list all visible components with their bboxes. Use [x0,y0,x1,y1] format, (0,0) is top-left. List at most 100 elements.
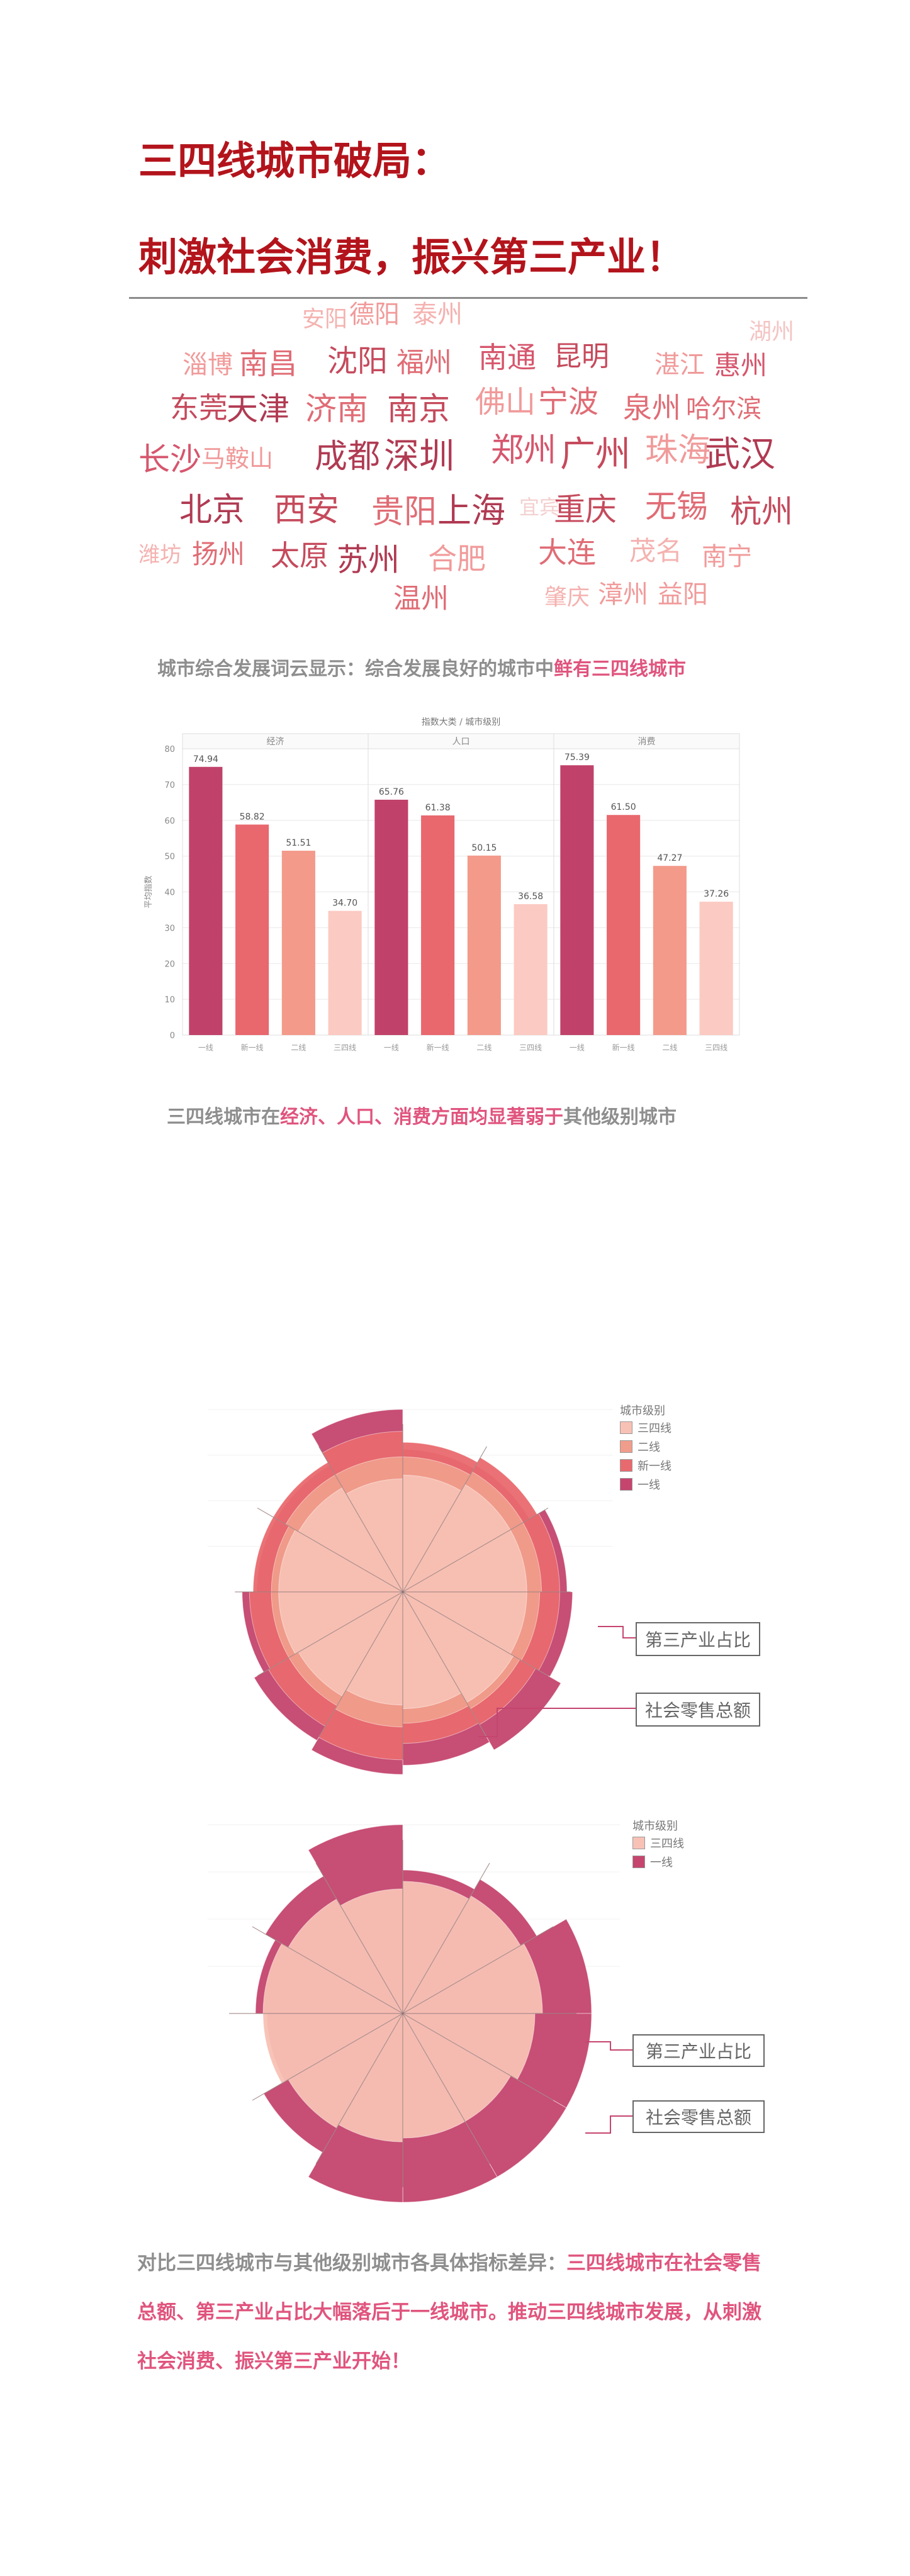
y-axis-label: 平均指数 [144,875,154,908]
word-cloud-word: 泉州 [623,391,681,425]
word-cloud-word: 太原 [271,539,329,573]
x-tick-label: 三四线 [334,1043,356,1052]
y-tick-label: 50 [164,853,175,862]
polar-sector [402,1529,527,1593]
legend-item: 一线 [632,1852,684,1871]
title-divider [129,297,807,299]
bar [607,815,641,1035]
word-cloud-word: 南京 [387,391,450,427]
legend-label: 三四线 [650,1837,684,1851]
word-cloud-word: 天津 [227,391,289,427]
polar-sector [298,1591,404,1697]
annotation-connector [598,1626,636,1638]
legend-item: 二线 [620,1437,671,1456]
legend-swatch [620,1459,632,1472]
polar2-legend-title: 城市级别 [632,1820,678,1833]
bar [421,815,455,1035]
annotation-connector [585,2041,632,2051]
polar-sector [402,1591,514,1703]
word-cloud-word: 沈阳 [327,344,388,379]
bar-value-label: 61.38 [425,803,451,813]
word-cloud-word: 长沙 [138,441,201,478]
x-tick-label: 一线 [570,1043,585,1052]
word-cloud-word: 上海 [437,491,505,530]
y-tick-label: 30 [164,924,175,933]
comparison-caption: 对比三四线城市与其他级别城市各具体指标差异：三四线城市在社会零售总额、第三产业占… [137,2239,773,2386]
x-tick-label: 二线 [662,1043,677,1052]
legend-item: 三四线 [620,1418,671,1437]
bar-value-label: 36.58 [518,892,543,902]
y-tick-label: 60 [164,817,175,826]
polar-spoke [257,1508,403,1593]
polar-sector [402,1895,521,2015]
word-cloud-word: 南通 [478,340,536,374]
panel-header [553,733,740,749]
legend-label: 一线 [638,1479,660,1492]
bar-chart-caption: 三四线城市在经济、人口、消费方面均显著弱于其他级别城市 [167,1101,677,1129]
word-cloud-word: 重庆 [554,491,617,528]
polar-spoke [402,1591,487,1738]
word-cloud-word: 武汉 [705,434,775,475]
legend-label: 三四线 [638,1422,671,1435]
polar-spoke [402,2013,554,2101]
word-cloud-word: 大连 [538,535,596,569]
word-cloud-word: 东莞 [170,391,228,425]
bar-value-label: 37.26 [704,889,729,899]
polar-chart-2 [208,1824,632,2203]
legend-label: 二线 [638,1441,660,1454]
polar-spoke [252,2013,403,2101]
polar2-annotation-retail: 社会零售总额 [632,2100,765,2133]
word-cloud-word: 肇庆 [544,585,590,610]
bar [467,855,501,1035]
word-cloud-word: 安阳 [302,306,348,332]
y-tick-label: 20 [164,960,175,969]
caption3-highlight: 三四线城市在社会零售总额、第三产业占比大幅落后于一线城市。推动三四线城市发展，从… [137,2252,761,2373]
bar-value-label: 65.76 [379,787,404,797]
polar-chart-1 [208,1409,636,1775]
bar-value-label: 75.39 [565,753,590,763]
polar-sector [402,1591,462,1710]
legend-item: 三四线 [632,1834,684,1852]
polar-sector [262,1943,404,2014]
polar-sector [402,2012,512,2122]
word-cloud-word: 惠州 [714,350,768,381]
legend-item: 新一线 [620,1456,671,1475]
legend-swatch [620,1421,632,1434]
word-cloud-word: 郑州 [491,432,557,469]
word-cloud-word: 昆明 [554,340,609,372]
legend-swatch [620,1440,632,1453]
word-cloud-word: 珠海 [645,432,711,469]
bar-value-label: 34.70 [332,899,357,909]
polar-sector [402,1881,469,2015]
word-cloud-word: 广州 [560,434,631,475]
word-cloud-word: 福州 [396,347,452,379]
x-tick-label: 新一线 [427,1043,449,1052]
page-title-line1: 三四线城市破局： [138,138,451,184]
word-cloud-word: 宁波 [538,384,599,420]
word-cloud-word: 杭州 [730,493,793,530]
legend-swatch [632,1856,645,1868]
bar [189,766,223,1035]
polar-sector [402,1474,462,1593]
legend-label: 一线 [650,1856,673,1869]
x-tick-label: 三四线 [519,1043,542,1052]
y-tick-label: 70 [164,781,175,790]
word-cloud-word: 扬州 [192,539,245,569]
word-cloud-word: 苏州 [337,542,400,578]
y-tick-label: 40 [164,888,175,898]
polar-sector [402,1943,543,2014]
caption2-b: 其他级别城市 [563,1106,677,1128]
word-cloud-word: 北京 [179,491,245,529]
legend-swatch [632,1837,645,1849]
polar-sector [402,1591,527,1655]
panel-title: 经济 [267,737,284,747]
word-cloud-word: 哈尔滨 [686,395,761,423]
polar-spoke [402,1926,554,2014]
x-tick-label: 新一线 [612,1043,635,1052]
y-tick-label: 0 [170,1031,175,1041]
bar [514,904,548,1035]
legend-swatch [620,1478,632,1491]
polar-spoke [318,1446,403,1593]
polar-spoke [402,2013,490,2164]
caption2-a: 三四线城市在 [167,1106,280,1128]
